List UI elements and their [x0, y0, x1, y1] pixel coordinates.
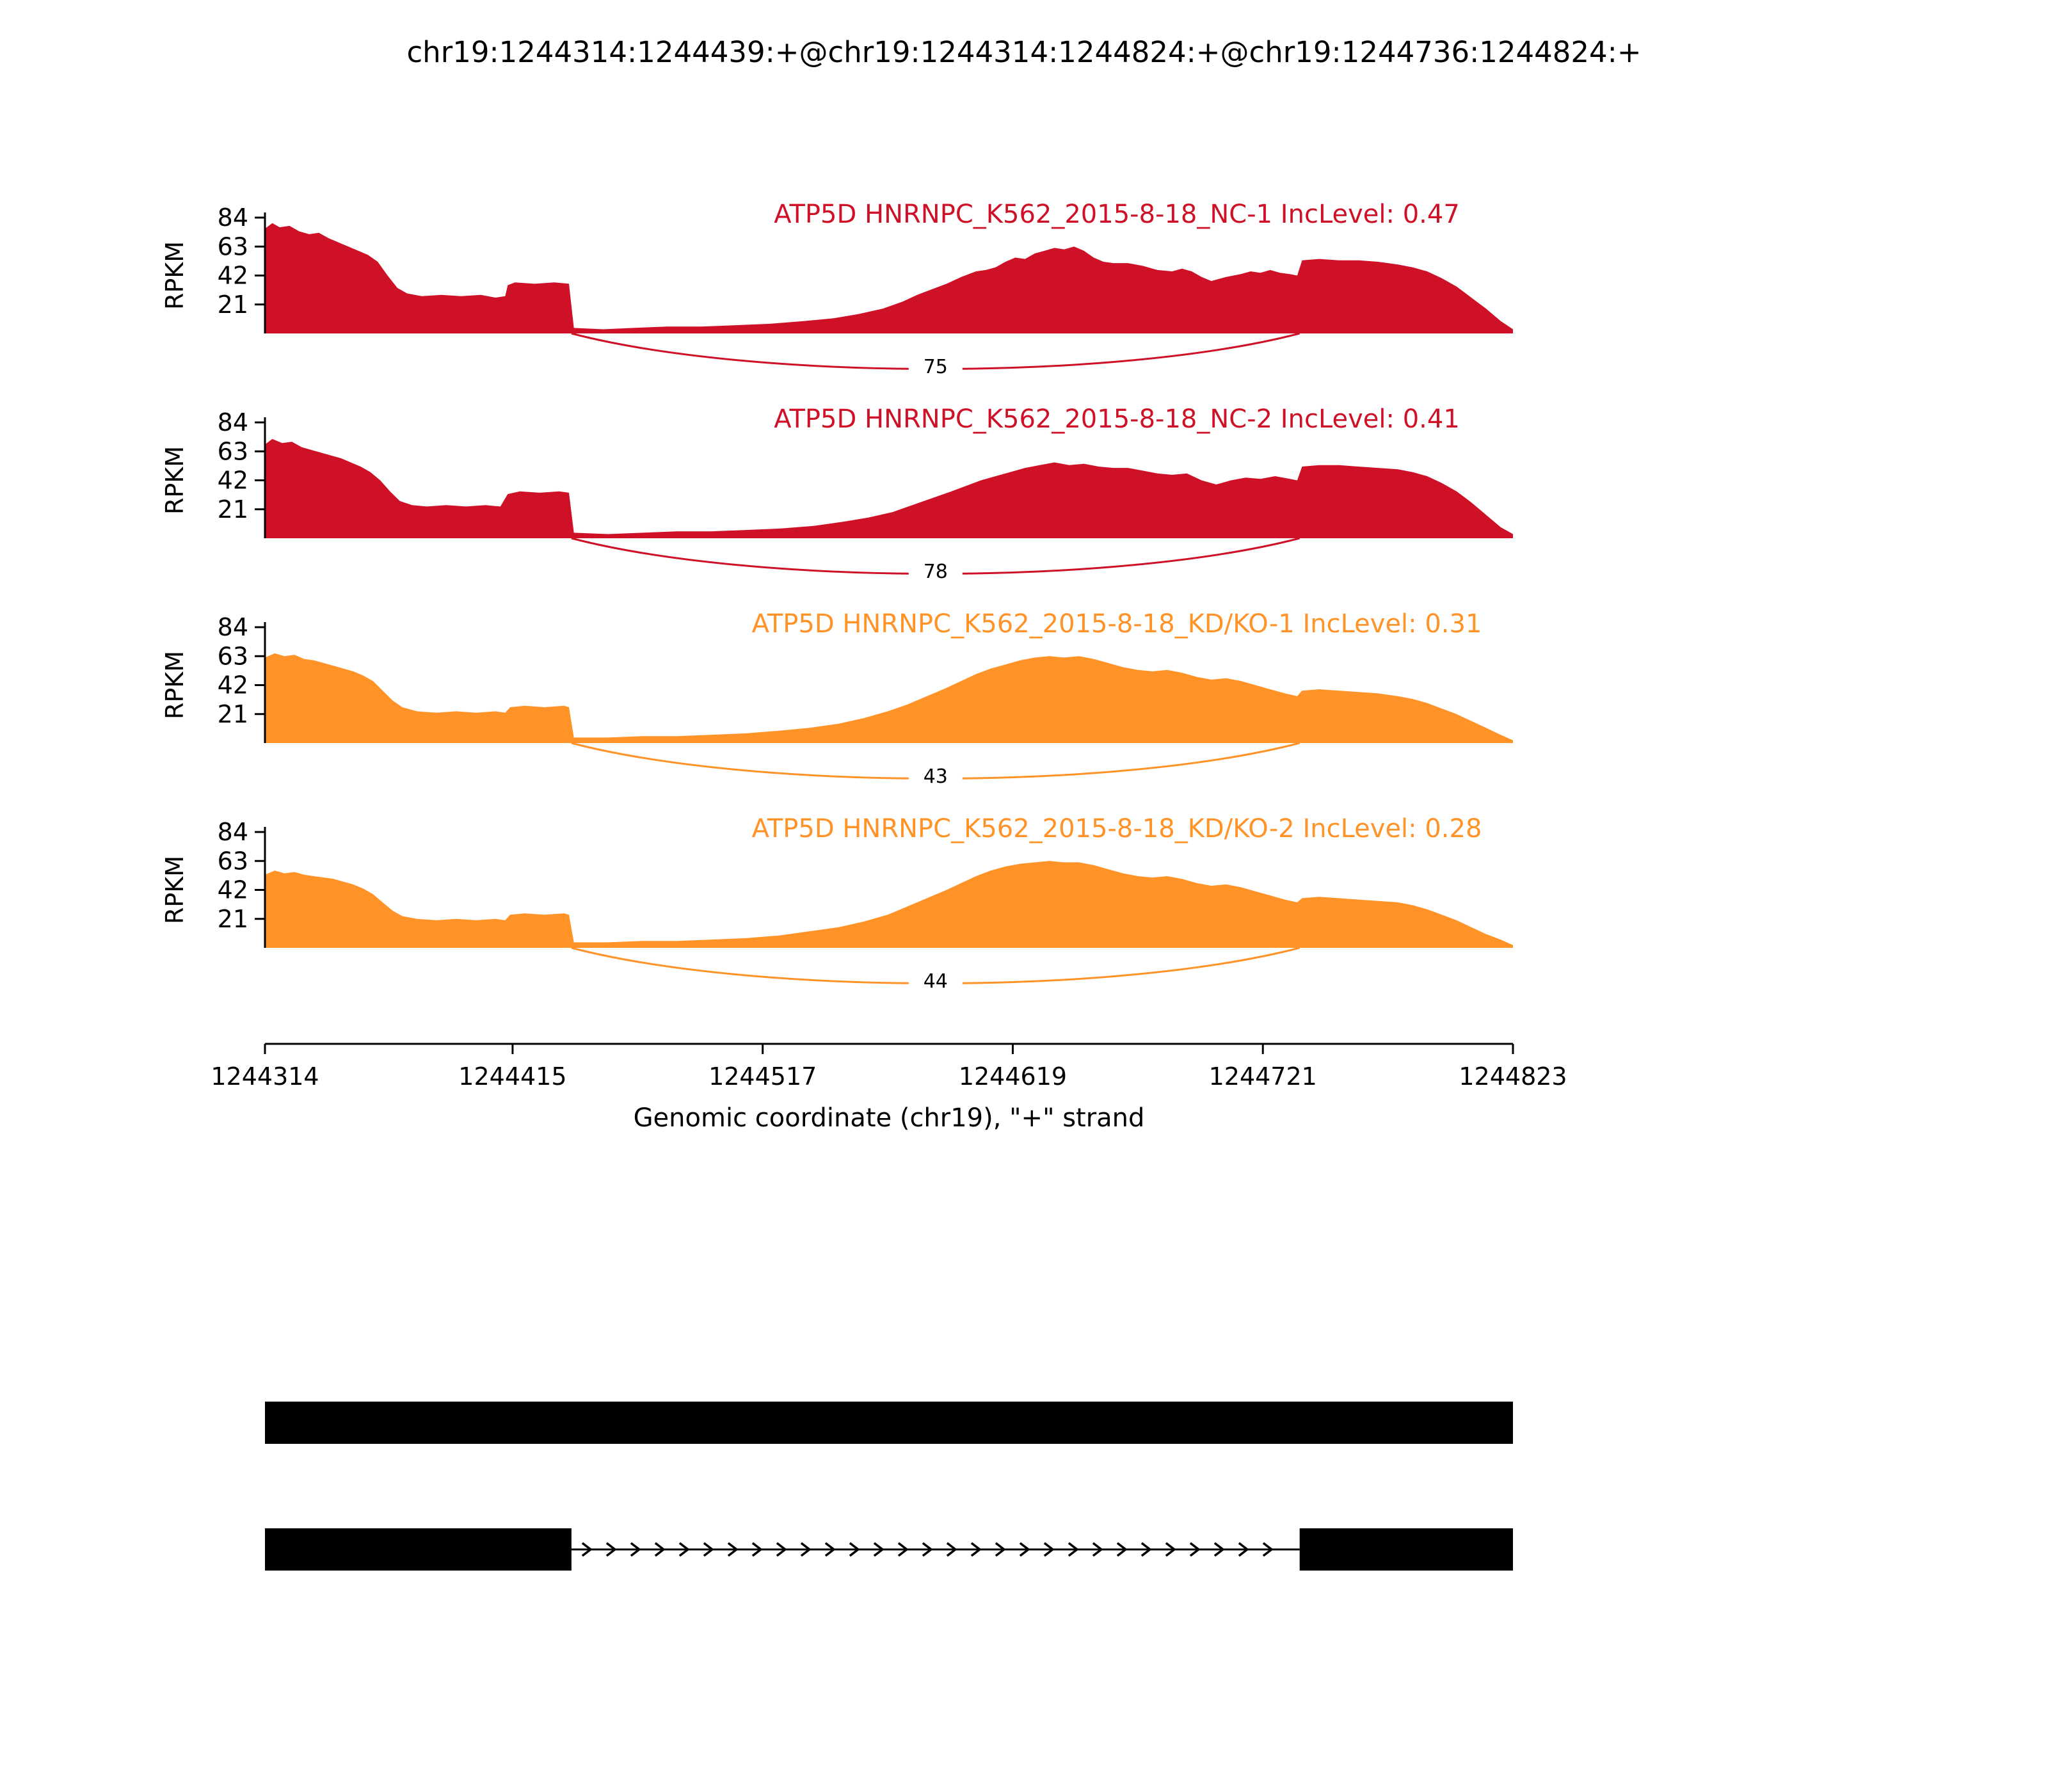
coverage-area-track-1: [265, 223, 1513, 333]
gene-exon: [1299, 1528, 1513, 1571]
strand-arrow-icon: [1262, 1542, 1274, 1557]
strand-arrow-icon: [1213, 1542, 1225, 1557]
y-tick-label: 21: [218, 905, 248, 933]
strand-arrow-icon: [678, 1542, 690, 1557]
strand-arrow-icon: [873, 1542, 884, 1557]
y-tick-label: 84: [218, 204, 248, 232]
track-title-2: ATP5D HNRNPC_K562_2015-8-18_NC-2 IncLeve…: [774, 404, 1460, 434]
x-tick-label: 1244721: [1209, 1062, 1317, 1091]
junction-count-bg: [908, 351, 963, 378]
y-tick-label: 42: [218, 262, 248, 290]
junction-count-label: 44: [924, 970, 948, 993]
y-axis-title: RPKM: [161, 856, 189, 924]
junction-count-bg: [908, 966, 963, 993]
strand-arrow-icon: [776, 1542, 787, 1557]
strand-arrow-icon: [630, 1542, 641, 1557]
junction-count-label: 43: [924, 765, 948, 788]
track-title-1: ATP5D HNRNPC_K562_2015-8-18_NC-1 IncLeve…: [774, 200, 1460, 229]
strand-arrow-icon: [654, 1542, 666, 1557]
strand-arrow-icon: [824, 1542, 836, 1557]
y-tick-label: 42: [218, 467, 248, 495]
y-tick-label: 63: [218, 437, 248, 465]
strand-arrow-icon: [1116, 1542, 1128, 1557]
strand-arrow-icon: [581, 1542, 593, 1557]
y-tick-label: 63: [218, 642, 248, 670]
strand-arrow-icon: [922, 1542, 933, 1557]
strand-arrow-icon: [1165, 1542, 1176, 1557]
strand-arrow-icon: [849, 1542, 860, 1557]
coverage-area-track-2: [265, 438, 1513, 538]
strand-arrow-icon: [1092, 1542, 1103, 1557]
y-tick-label: 63: [218, 232, 248, 260]
y-tick-label: 63: [218, 847, 248, 875]
strand-arrow-icon: [800, 1542, 812, 1557]
y-axis-title: RPKM: [161, 651, 189, 719]
strand-arrow-icon: [727, 1542, 739, 1557]
gene-exon: [265, 1402, 1513, 1444]
x-tick-label: 1244517: [708, 1062, 817, 1091]
strand-arrow-icon: [946, 1542, 957, 1557]
y-tick-label: 42: [218, 671, 248, 700]
strand-arrow-icon: [995, 1542, 1006, 1557]
x-tick-label: 1244619: [959, 1062, 1067, 1091]
y-tick-label: 84: [218, 818, 248, 846]
junction-count-label: 78: [924, 561, 948, 583]
strand-arrow-icon: [897, 1542, 909, 1557]
strand-arrow-icon: [1019, 1542, 1030, 1557]
y-tick-label: 84: [218, 613, 248, 641]
track-title-3: ATP5D HNRNPC_K562_2015-8-18_KD/KO-1 IncL…: [752, 609, 1482, 639]
strand-arrow-icon: [1140, 1542, 1152, 1557]
y-tick-label: 21: [218, 291, 248, 319]
y-tick-label: 42: [218, 876, 248, 904]
x-tick-label: 1244415: [458, 1062, 566, 1091]
strand-arrow-icon: [605, 1542, 617, 1557]
y-tick-label: 21: [218, 495, 248, 524]
coverage-area-track-4: [265, 861, 1513, 948]
y-tick-label: 21: [218, 700, 248, 728]
y-axis-title: RPKM: [161, 241, 189, 310]
x-tick-label: 1244823: [1459, 1062, 1567, 1091]
junction-count-bg: [908, 556, 963, 583]
gene-exon: [265, 1528, 572, 1571]
x-axis-title: Genomic coordinate (chr19), "+" strand: [634, 1103, 1145, 1133]
figure-title: chr19:1244314:1244439:+@chr19:1244314:12…: [406, 35, 1642, 69]
strand-arrow-icon: [1189, 1542, 1201, 1557]
x-tick-label: 1244314: [211, 1062, 319, 1091]
strand-arrow-icon: [970, 1542, 982, 1557]
track-title-4: ATP5D HNRNPC_K562_2015-8-18_KD/KO-2 IncL…: [752, 814, 1482, 844]
junction-count-bg: [908, 761, 963, 788]
strand-arrow-icon: [1043, 1542, 1055, 1557]
y-axis-title: RPKM: [161, 446, 189, 515]
strand-arrow-icon: [1238, 1542, 1249, 1557]
coverage-area-track-3: [265, 653, 1513, 743]
y-tick-label: 84: [218, 408, 248, 436]
strand-arrow-icon: [703, 1542, 714, 1557]
strand-arrow-icon: [751, 1542, 763, 1557]
junction-count-label: 75: [924, 356, 948, 378]
strand-arrow-icon: [1068, 1542, 1079, 1557]
